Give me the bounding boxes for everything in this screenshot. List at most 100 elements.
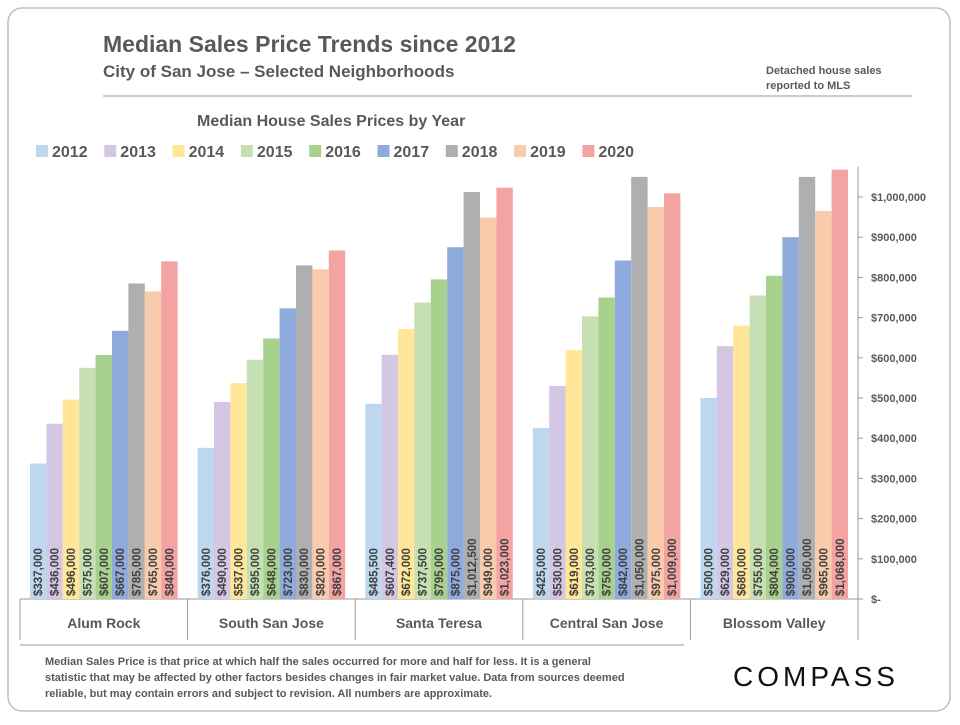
bar [647,207,664,600]
value-label: $425,000 [536,548,548,596]
chart-heading: Median House Sales Prices by Year [197,113,465,130]
bar [664,193,681,599]
note: Detached house sales [766,65,882,77]
bar [328,250,346,599]
value-label: $737,500 [418,548,430,596]
value-label: $485,500 [368,548,380,596]
bar [312,269,329,599]
bar [279,308,296,599]
title: Median Sales Price Trends since 2012 [103,31,516,57]
value-label: $619,000 [569,548,581,596]
y-tick-label: $- [871,594,881,606]
legend-label: 2018 [462,144,498,161]
x-tick-label: Central San Jose [550,615,664,631]
value-label: $496,000 [66,548,78,596]
value-label: $376,000 [201,548,213,596]
bar [128,283,145,599]
value-label: $965,000 [818,548,830,596]
value-label: $629,000 [720,548,732,596]
bar [230,383,247,599]
value-label: $900,000 [786,548,798,596]
legend-swatch [36,145,48,157]
legend-label: 2014 [189,144,225,161]
value-label: $1,012,500 [467,538,479,596]
value-label: $1,050,000 [802,538,814,596]
y-tick-label: $400,000 [871,433,917,445]
bar [79,367,96,599]
value-label: $975,000 [651,548,663,596]
bar [414,302,431,599]
y-tick-label: $600,000 [871,353,917,365]
y-tick-label: $300,000 [871,473,917,485]
value-label: $750,000 [602,548,614,596]
bar [782,237,799,599]
value-label: $607,000 [99,548,111,596]
bar [480,217,497,599]
bar [565,350,582,599]
value-label: $537,000 [234,548,246,596]
value-label: $785,000 [132,548,144,596]
value-label: $820,000 [316,548,328,596]
bar [831,169,848,599]
value-label: $703,000 [585,548,597,596]
subtitle: City of San Jose – Selected Neighborhood… [103,62,454,81]
bar [46,423,63,599]
value-label: $680,000 [736,548,748,596]
bar [161,261,178,599]
value-label: $575,000 [82,548,94,596]
legend-label: 2012 [52,144,88,161]
value-label: $875,000 [450,548,462,596]
value-label: $949,000 [483,548,495,596]
value-label: $667,000 [115,548,127,596]
bar [30,463,47,599]
value-label: $867,000 [332,548,344,596]
bar [144,291,162,599]
legend-label: 2019 [530,144,566,161]
bar [496,187,513,599]
value-label: $842,000 [618,548,630,596]
x-tick-label: Blossom Valley [723,615,826,631]
value-label: $595,000 [250,548,262,596]
bar [112,330,129,599]
y-tick-label: $1,000,000 [871,192,926,204]
legend-swatch [445,145,458,157]
value-label: $755,000 [753,548,765,596]
x-tick-label: Alum Rock [67,615,140,631]
bar [296,265,313,599]
value-label: $490,000 [217,548,229,596]
bar [582,316,599,599]
bar [733,325,750,599]
bar [447,247,464,599]
note: reported to MLS [766,80,850,92]
y-tick-label: $900,000 [871,232,917,244]
bar [549,385,566,599]
bar [700,398,717,599]
legend-label: 2013 [120,144,156,161]
value-label: $804,000 [769,548,781,596]
bar [381,354,398,599]
bar [463,191,480,599]
value-label: $1,009,000 [667,538,679,596]
value-label: $648,000 [266,548,278,596]
bar [398,328,415,599]
footnote: reliable, but may contain errors and sub… [45,688,492,700]
value-label: $765,000 [148,548,160,596]
value-label: $1,068,000 [835,538,847,596]
bar [798,176,816,599]
legend-swatch [104,145,117,157]
value-label: $723,000 [283,548,295,596]
legend-label: 2015 [257,144,293,161]
footnote: statistic that may be affected by other … [45,672,625,684]
legend-swatch [582,145,595,157]
bar [766,275,783,599]
bar [598,297,615,599]
bar [263,338,280,599]
value-label: $830,000 [299,548,311,596]
x-tick-label: South San Jose [219,615,324,631]
value-label: $607,400 [385,548,397,596]
value-label: $337,000 [33,548,45,596]
value-label: $436,000 [50,548,62,596]
value-label: $1,023,000 [500,538,512,596]
footnote: Median Sales Price is that price at whic… [45,656,591,668]
